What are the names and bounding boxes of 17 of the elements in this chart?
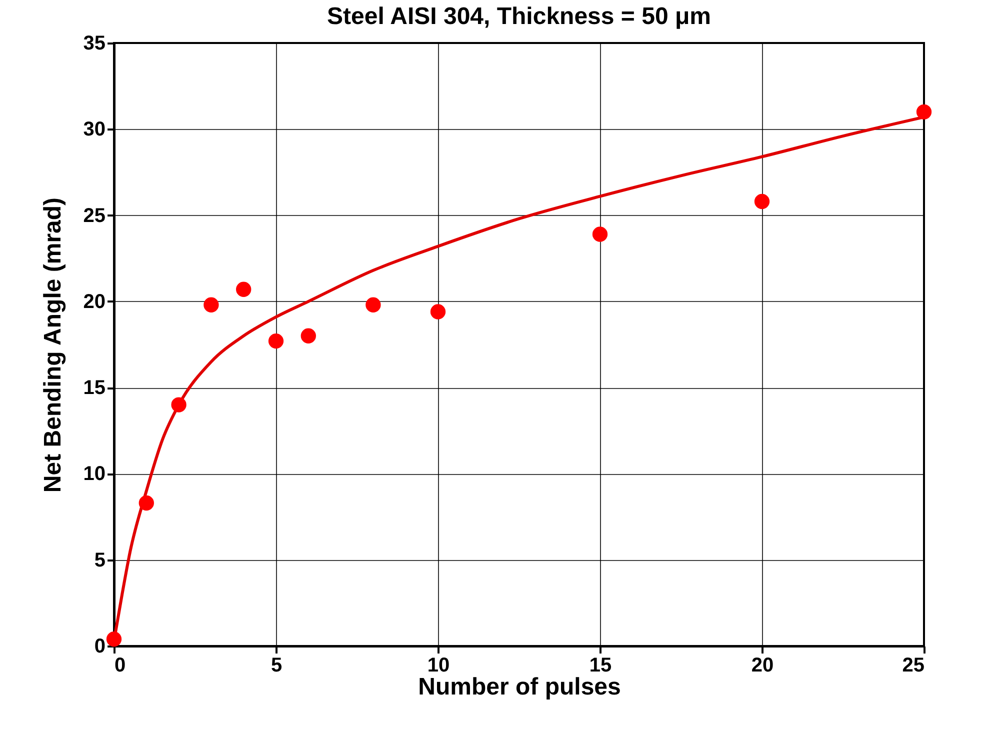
x-axis-title: Number of pulses [418, 674, 621, 700]
y-tick-label: 20 [83, 290, 106, 313]
chart-title: Steel AISI 304, Thickness = 50 μm [327, 3, 711, 30]
y-tick-label: 35 [83, 32, 106, 54]
y-tick-label: 25 [83, 204, 106, 227]
x-tick-label: 10 [427, 654, 450, 676]
y-tick-label: 5 [94, 549, 106, 572]
x-tick-label: 15 [589, 654, 612, 676]
y-tick-label: 0 [94, 636, 106, 658]
x-tick-label: 25 [902, 654, 924, 676]
x-tick-label: 20 [751, 654, 774, 676]
y-axis-title: Net Bending Angle (mrad) [39, 197, 66, 493]
y-tick-label: 15 [83, 377, 106, 400]
y-tick-label: 30 [83, 118, 106, 141]
y-tick-label: 10 [83, 463, 106, 486]
x-tick-label: 5 [270, 654, 282, 676]
x-tick-label: 0 [114, 654, 126, 676]
